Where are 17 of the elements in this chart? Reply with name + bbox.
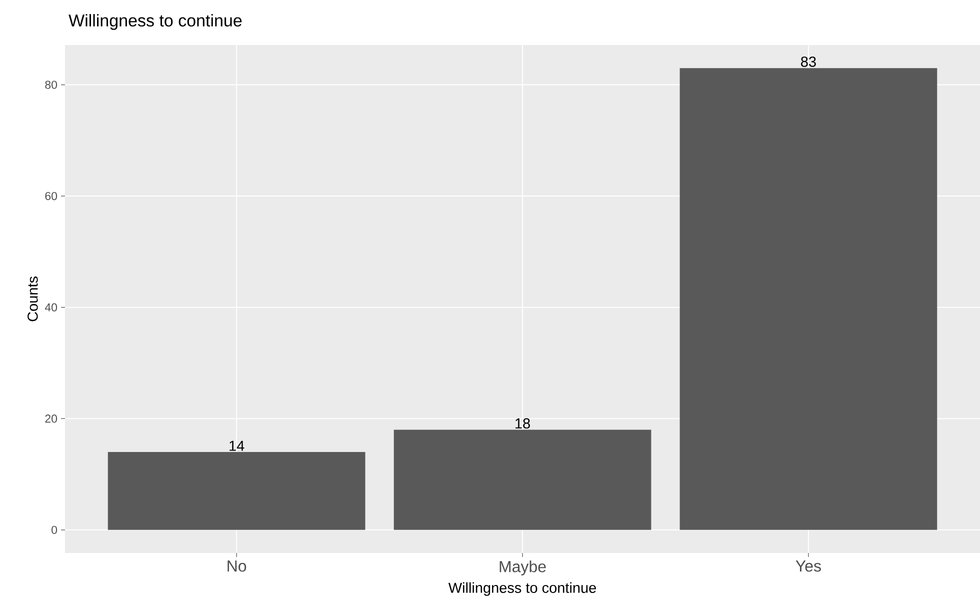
data-label: 18 [516, 418, 530, 429]
y-tick-label: 20 [45, 414, 58, 423]
x-tick-label: Maybe [500, 560, 546, 576]
y-axis-title: Counts [28, 276, 38, 322]
y-tick-label: 0 [52, 526, 58, 534]
data-label: 83 [801, 56, 816, 67]
y-tick-label: 40 [44, 303, 58, 312]
y-tick-label: 60 [45, 192, 58, 200]
x-tick-label: No [228, 560, 246, 572]
x-tick-label: Yes [796, 560, 821, 572]
data-label: 14 [230, 440, 244, 451]
chart-title: Willingness to continue [68, 14, 242, 30]
bar [680, 68, 938, 530]
x-axis-title: Willingness to continue [448, 582, 596, 596]
bar [394, 430, 652, 530]
y-tick-label: 80 [45, 80, 58, 89]
bar [108, 452, 366, 530]
